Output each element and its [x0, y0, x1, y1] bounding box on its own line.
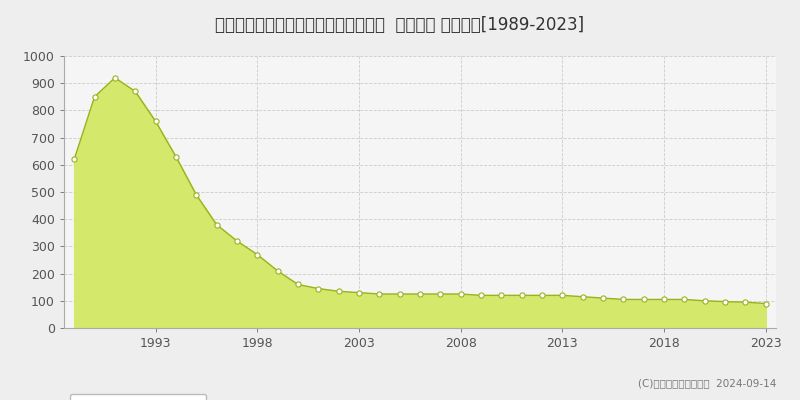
- Point: [515, 292, 528, 298]
- Point: [312, 285, 325, 292]
- Point: [210, 222, 223, 228]
- Point: [638, 296, 650, 303]
- Point: [698, 298, 711, 304]
- Point: [129, 88, 142, 94]
- Point: [576, 294, 589, 300]
- Point: [718, 298, 731, 305]
- Point: [414, 291, 426, 297]
- Point: [394, 291, 406, 297]
- Point: [332, 288, 345, 294]
- Point: [271, 268, 284, 274]
- Point: [759, 300, 772, 307]
- Point: [556, 292, 569, 298]
- Point: [68, 156, 81, 162]
- Point: [353, 290, 366, 296]
- Point: [597, 295, 610, 301]
- Point: [434, 291, 446, 297]
- Text: 静岡県沼津市大手町５丁目５７番２外  地価公示 地価推移[1989-2023]: 静岡県沼津市大手町５丁目５７番２外 地価公示 地価推移[1989-2023]: [215, 16, 585, 34]
- Point: [739, 299, 752, 305]
- Point: [170, 154, 182, 160]
- Point: [88, 94, 101, 100]
- Point: [190, 192, 202, 198]
- Point: [251, 251, 264, 258]
- Point: [536, 292, 549, 298]
- Point: [373, 291, 386, 297]
- Point: [617, 296, 630, 303]
- Point: [149, 118, 162, 124]
- Point: [495, 292, 508, 298]
- Text: (C)土地価格ドットコム  2024-09-14: (C)土地価格ドットコム 2024-09-14: [638, 378, 776, 388]
- Point: [109, 74, 122, 81]
- Point: [230, 238, 243, 244]
- Point: [474, 292, 487, 298]
- Point: [291, 281, 304, 288]
- Point: [658, 296, 670, 303]
- Legend: 地価公示 平均坪単価(万円/坪): 地価公示 平均坪単価(万円/坪): [70, 394, 206, 400]
- Point: [454, 291, 467, 297]
- Point: [678, 296, 691, 303]
